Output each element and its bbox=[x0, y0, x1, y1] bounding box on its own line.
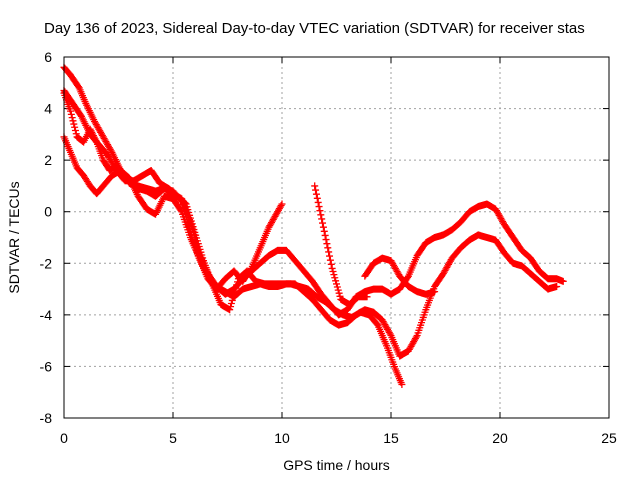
data-point bbox=[330, 271, 338, 279]
data-point bbox=[322, 236, 330, 244]
data-point bbox=[326, 252, 334, 260]
x-tick-labels: 0 5 10 15 20 25 bbox=[60, 430, 617, 446]
data-point bbox=[327, 260, 335, 268]
data-point bbox=[331, 274, 339, 282]
series-track-2 bbox=[60, 89, 567, 319]
series-track-5 bbox=[311, 182, 371, 309]
data-point bbox=[234, 278, 242, 286]
data-point bbox=[326, 256, 334, 264]
data-point bbox=[232, 284, 240, 292]
data-point bbox=[177, 206, 185, 214]
data-point bbox=[317, 211, 325, 219]
data-point bbox=[233, 281, 241, 289]
y-tick-label: -2 bbox=[40, 255, 53, 271]
data-point bbox=[314, 198, 322, 206]
data-point bbox=[321, 231, 329, 239]
y-tick-label: 0 bbox=[44, 204, 52, 220]
x-tick-label: 5 bbox=[169, 430, 177, 446]
data-point bbox=[324, 244, 332, 252]
data-point bbox=[278, 200, 286, 208]
data-point bbox=[315, 203, 323, 211]
x-tick-label: 10 bbox=[274, 430, 290, 446]
data-point bbox=[319, 219, 327, 227]
data-point bbox=[313, 194, 321, 202]
data-point bbox=[312, 190, 320, 198]
data-point bbox=[333, 283, 341, 291]
data-point bbox=[336, 292, 344, 300]
data-point bbox=[228, 296, 236, 304]
y-tick-label: 6 bbox=[44, 49, 52, 65]
x-tick-label: 0 bbox=[60, 430, 68, 446]
data-point bbox=[230, 290, 238, 298]
chart-title: Day 136 of 2023, Sidereal Day-to-day VTE… bbox=[44, 20, 585, 37]
x-axis-label: GPS time / hours bbox=[283, 457, 390, 473]
y-tick-label: -6 bbox=[40, 358, 53, 374]
y-tick-label: -8 bbox=[40, 410, 53, 426]
data-point bbox=[332, 277, 340, 285]
grid bbox=[64, 57, 609, 418]
data-point bbox=[328, 264, 336, 272]
data-point bbox=[181, 199, 189, 207]
data-point bbox=[231, 287, 239, 295]
data-point bbox=[386, 330, 394, 338]
data-point bbox=[67, 107, 75, 115]
y-axis-label: SDTVAR / TECUs bbox=[6, 181, 22, 293]
data-point bbox=[320, 227, 328, 235]
data-point bbox=[312, 186, 320, 194]
data-point bbox=[559, 277, 567, 285]
x-tick-label: 20 bbox=[492, 430, 508, 446]
data-points bbox=[60, 63, 567, 388]
data-point bbox=[333, 280, 340, 288]
y-tick-label: 2 bbox=[44, 152, 52, 168]
data-point bbox=[227, 300, 235, 308]
data-point bbox=[71, 126, 79, 134]
data-point bbox=[363, 293, 371, 301]
y-tick-label: -4 bbox=[40, 307, 53, 323]
data-point bbox=[67, 110, 75, 118]
axis-ticks bbox=[63, 56, 610, 419]
series-track-6 bbox=[361, 254, 439, 298]
data-point bbox=[72, 130, 80, 138]
data-point bbox=[229, 293, 237, 301]
data-point bbox=[68, 114, 76, 122]
data-point bbox=[318, 215, 326, 223]
plot-frame bbox=[63, 56, 610, 419]
data-point bbox=[70, 120, 78, 128]
data-point bbox=[316, 207, 324, 215]
data-point bbox=[329, 268, 337, 276]
data-point bbox=[553, 282, 561, 290]
data-point bbox=[226, 306, 234, 314]
data-point bbox=[325, 248, 333, 256]
data-point bbox=[335, 289, 343, 297]
data-point bbox=[319, 223, 327, 231]
data-point bbox=[334, 286, 342, 294]
data-point bbox=[323, 240, 331, 248]
x-tick-label: 15 bbox=[383, 430, 399, 446]
data-point bbox=[412, 333, 420, 341]
series-track-3 bbox=[60, 133, 561, 360]
x-tick-label: 25 bbox=[601, 430, 617, 446]
data-point bbox=[431, 288, 439, 296]
data-point bbox=[227, 303, 235, 311]
data-point bbox=[398, 380, 406, 388]
series-track-4 bbox=[60, 87, 406, 388]
y-tick-label: 4 bbox=[44, 101, 52, 117]
data-point bbox=[277, 202, 285, 210]
y-tick-labels: -8 -6 -4 -2 0 2 4 6 bbox=[40, 49, 53, 426]
data-point bbox=[311, 182, 319, 190]
data-point bbox=[71, 123, 79, 131]
data-point bbox=[69, 117, 77, 125]
